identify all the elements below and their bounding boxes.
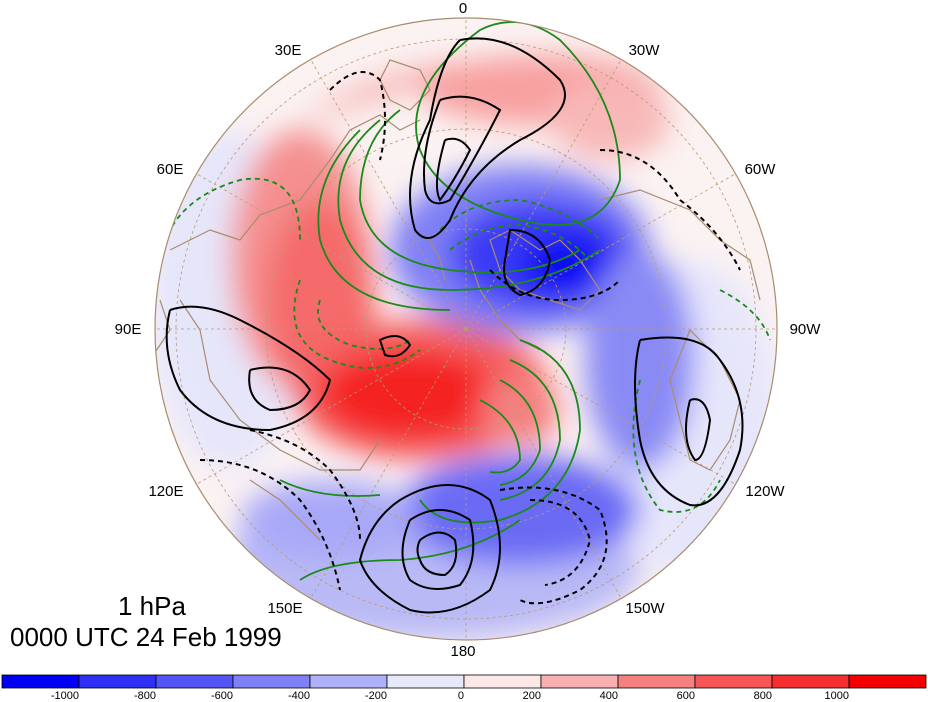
colorbar-swatch — [463, 674, 542, 689]
colorbar-tick-label: 1000 — [825, 690, 849, 702]
lon-label-60w: 60W — [745, 161, 777, 178]
colorbar-tick-label: 0 — [458, 690, 464, 702]
shaded-field — [155, 18, 777, 640]
lon-label-180: 180 — [450, 643, 475, 660]
colorbar-tick-label: -1000 — [51, 690, 79, 702]
lon-label-120e: 120E — [148, 483, 183, 500]
colorbar-swatch — [309, 674, 388, 689]
colorbar-swatch — [694, 674, 773, 689]
lon-label-60e: 60E — [157, 161, 184, 178]
colorbar-tick-label: -600 — [211, 690, 233, 702]
lon-label-90w: 90W — [790, 321, 822, 338]
black-contours — [165, 37, 744, 614]
colorbar-swatch — [848, 674, 927, 689]
lon-label-90e: 90E — [115, 321, 142, 338]
lon-label-150w: 150W — [625, 600, 665, 617]
level-label: 1 hPa — [118, 591, 186, 621]
colorbar-tick-label: -800 — [134, 690, 156, 702]
lon-label-30e: 30E — [275, 42, 302, 59]
colorbar-swatch — [617, 674, 696, 689]
lon-label-30w: 30W — [629, 42, 661, 59]
time-label: 0000 UTC 24 Feb 1999 — [10, 622, 282, 652]
colorbar: -1000 -800 -600 -400 -200 0 200 400 600 800 1000 — [1, 674, 927, 702]
colorbar-swatch — [386, 674, 465, 689]
colorbar-tick-label: -200 — [365, 690, 387, 702]
lon-label-120w: 120W — [745, 483, 785, 500]
colorbar-tick-label: 600 — [677, 690, 695, 702]
colorbar-swatch — [155, 674, 234, 689]
colorbar-swatch — [771, 674, 850, 689]
lon-label-0: 0 — [459, 0, 467, 17]
colorbar-tick-label: 400 — [600, 690, 618, 702]
colorbar-swatch — [1, 674, 80, 689]
colorbar-tick-label: -400 — [288, 690, 310, 702]
graticule — [155, 18, 777, 640]
map-border — [154, 17, 778, 641]
colorbar-swatch — [232, 674, 311, 689]
longitude-labels: 0 30W 60W 90W 120W 150W 180 150E 120E 90… — [115, 0, 822, 660]
colorbar-tick-label: 200 — [523, 690, 541, 702]
colorbar-swatch — [78, 674, 157, 689]
lon-label-150e: 150E — [267, 600, 302, 617]
colorbar-tick-label: 800 — [754, 690, 772, 702]
green-contours — [159, 21, 771, 581]
colorbar-swatch — [540, 674, 619, 689]
